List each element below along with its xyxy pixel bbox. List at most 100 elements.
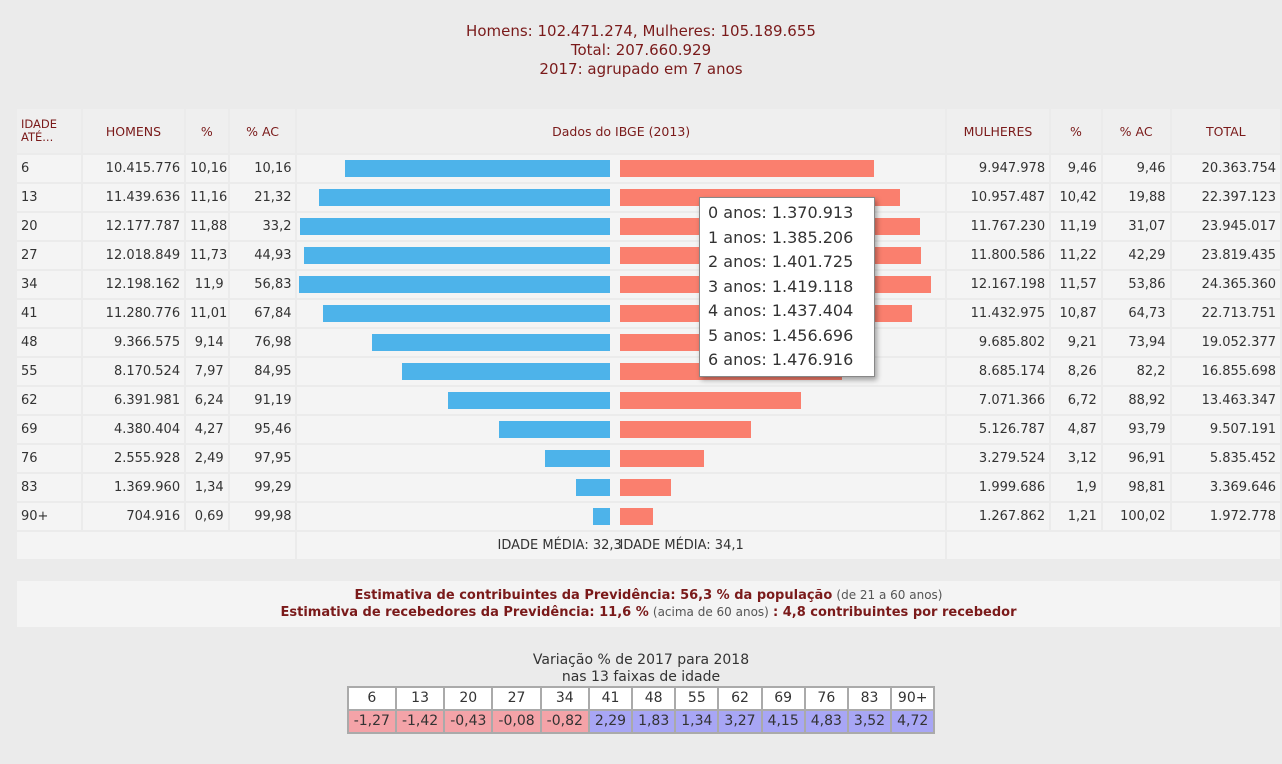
women-bar [620,392,801,409]
data-row: 13 11.439.636 11,16 21,32 10.957.487 10,42 19,… [17,184,1280,211]
mean-age-men-text: IDADE MÉDIA: 32,3 [497,538,622,553]
men-bar [545,450,611,467]
cell: 11,01 [186,300,228,327]
cell: 19.052.377 [1171,329,1280,356]
variation-value: -0,82 [539,709,590,734]
cell: 6 [17,155,81,182]
note: (acima de 60 anos) [652,605,769,619]
variation-header: 62 [717,686,763,711]
cell: 12.177.787 [82,213,185,240]
cell: 9,21 [1051,329,1101,356]
cell: 44,93 [229,242,296,269]
cell: 9.947.978 [946,155,1050,182]
chart-cell [297,445,945,472]
cell: 12.167.198 [946,271,1050,298]
cell: 16.855.698 [1171,358,1280,385]
cell: 20 [17,213,81,240]
variation-header: 69 [760,686,806,711]
cell: 11,57 [1051,271,1101,298]
tooltip-line: 4 anos: 1.437.404 [708,301,854,320]
cell: 23.945.017 [1171,213,1280,240]
column-header: Dados do IBGE (2013) [297,109,945,153]
cell: 82,2 [1102,358,1170,385]
men-bar [498,421,611,438]
tooltip-line: 6 anos: 1.476.916 [708,350,854,369]
cell: 67,84 [229,300,296,327]
cell: 83 [17,474,81,501]
variation-value: -1,27 [346,709,397,734]
variation-header: 34 [539,686,590,711]
cell: 8.685.174 [946,358,1050,385]
chart-cell [297,155,945,182]
women-bar [620,421,752,438]
women-bar [620,479,672,496]
data-row: 6 10.415.776 10,16 10,16 9.947.978 9,46 9,46 20… [17,155,1280,182]
mean-age-women-text: IDADE MÉDIA: 34,1 [619,538,744,553]
cell: 1,9 [1051,474,1101,501]
mean-age-women [946,532,1280,559]
cell: 13 [17,184,81,211]
data-row: 41 11.280.776 11,01 67,84 11.432.975 10,87 64,… [17,300,1280,327]
women-bar [620,508,653,525]
cell: 21,32 [229,184,296,211]
data-row: 90+ 704.916 0,69 99,98 1.267.862 1,21 100,02 1.… [17,503,1280,530]
column-header: TOTAL [1171,109,1280,153]
cell: 98,81 [1102,474,1170,501]
men-bar [299,276,611,293]
variation-value: 4,72 [890,709,936,734]
column-header: IDADE ATÉ... [17,109,81,153]
men-bar [304,247,611,264]
tooltip-line: 3 anos: 1.419.118 [708,276,854,296]
cell: 6,72 [1051,387,1101,414]
cell: 2,49 [186,445,228,472]
men-bar [447,392,611,409]
cell: 22.713.751 [1171,300,1280,327]
cell: 6.391.981 [82,387,185,414]
note: Estimativa de recebedores da Previdência… [280,605,649,620]
data-row: 62 6.391.981 6,24 91,19 7.071.366 6,72 88,92 13… [17,387,1280,414]
variation-value: 4,15 [760,709,806,734]
variation-value: 3,52 [846,709,893,734]
cell: 4,87 [1051,416,1101,443]
chart-cell [297,503,945,530]
cell: 11.439.636 [82,184,185,211]
header-line: Homens: 102.471.274, Mulheres: 105.189.6… [466,22,816,40]
column-header: % AC [1102,109,1170,153]
cell: 4.380.404 [82,416,185,443]
cell: 41 [17,300,81,327]
cell: 5.835.452 [1171,445,1280,472]
cell: 9.507.191 [1171,416,1280,443]
variation-header: 48 [631,686,677,711]
variation-title: Variação % de 2017 para 2018 [532,652,750,668]
men-bar [575,479,611,496]
cell: 73,94 [1102,329,1170,356]
cell: 1.267.862 [946,503,1050,530]
variation-header: 83 [846,686,893,711]
cell: 9.685.802 [946,329,1050,356]
women-bar [620,160,875,177]
cell: 97,95 [229,445,296,472]
chart-cell [297,416,945,443]
men-bar [402,363,611,380]
cell: 10,16 [229,155,296,182]
cell: 12.018.849 [82,242,185,269]
column-header: % [186,109,228,153]
cell: 11.280.776 [82,300,185,327]
men-bar [318,189,611,206]
tooltip-line: 5 anos: 1.456.696 [708,325,854,345]
cell: 23.819.435 [1171,242,1280,269]
cell [17,532,296,559]
variation-value: 2,29 [587,709,634,734]
cell: 11,19 [1051,213,1101,240]
variation-value: -1,42 [394,709,446,734]
tooltip-line: 1 anos: 1.385.206 [708,227,854,247]
cell: 11,73 [186,242,228,269]
population-table: IDADE ATÉ... HOMENS%% AC Dados do IBGE (20… [15,107,1282,561]
cell: 95,46 [229,416,296,443]
variation-subtitle: nas 13 faixas de idade [561,669,721,685]
variation-value: 1,34 [674,709,720,734]
cell: 48 [17,329,81,356]
cell: 11,9 [186,271,228,298]
data-row: 34 12.198.162 11,9 56,83 12.167.198 11,57 53,8… [17,271,1280,298]
